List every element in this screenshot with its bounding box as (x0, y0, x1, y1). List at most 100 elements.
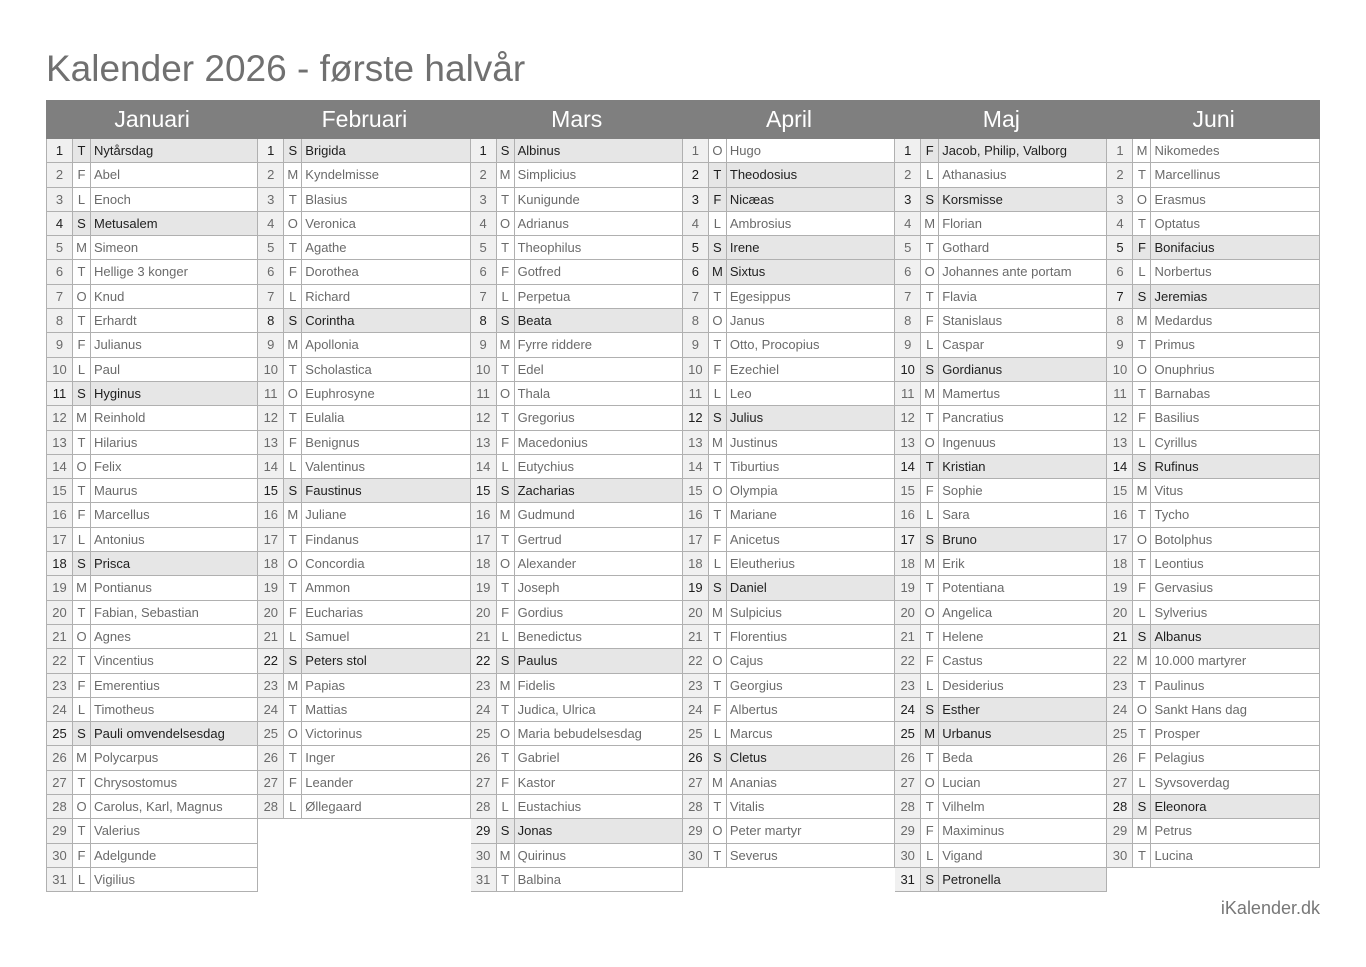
day-row: 26 T Beda (895, 746, 1108, 771)
name-day: Tiburtius (726, 454, 895, 479)
weekday-letter: M (921, 552, 940, 576)
name-day: Pontianus (91, 576, 258, 600)
name-day: Judica, Ulrica (514, 697, 682, 722)
weekday-letter: T (496, 357, 515, 381)
name-day: Victorinus (302, 722, 470, 746)
day-row: 14 L Valentinus (258, 454, 471, 480)
day-row: 23 T Paulinus (1107, 673, 1320, 698)
day-row: 6 O Johannes ante portam (895, 260, 1108, 285)
day-row: 4 T Optatus (1107, 211, 1320, 237)
weekday-letter: F (708, 187, 727, 211)
weekday-letter: O (708, 139, 727, 163)
weekday-letter: M (284, 673, 303, 697)
name-day: Knud (91, 284, 258, 309)
day-number: 7 (258, 284, 285, 309)
weekday-letter: O (73, 795, 91, 819)
weekday-letter: M (1133, 139, 1152, 163)
day-number: 29 (470, 819, 497, 843)
day-row: 27 T Chrysostomus (46, 770, 259, 796)
site-credit: iKalender.dk (1220, 898, 1320, 918)
day-row: 14 S Rufinus (1107, 454, 1320, 480)
name-day: Sixtus (726, 260, 895, 284)
day-row: 8 O Janus (682, 309, 896, 334)
name-day: Marcellus (91, 503, 258, 527)
day-row: 5 T Gothard (895, 236, 1108, 261)
weekday-letter: O (1133, 527, 1152, 552)
name-day: Prisca (91, 552, 258, 576)
name-day: Ingenuus (939, 430, 1107, 454)
day-number: 24 (682, 697, 709, 722)
name-day: Vigilius (91, 867, 258, 892)
weekday-letter: S (284, 479, 303, 503)
day-number: 23 (1107, 673, 1134, 697)
weekday-letter: F (921, 139, 940, 163)
name-day: Edel (514, 357, 682, 381)
name-day: Botolphus (1151, 527, 1319, 552)
weekday-letter: T (496, 406, 515, 430)
weekday-letter: T (284, 187, 303, 211)
name-day: Peters stol (302, 649, 470, 673)
day-number: 5 (682, 236, 709, 260)
name-day: Simplicius (514, 163, 682, 187)
weekday-letter: T (73, 260, 91, 284)
day-number: 8 (470, 309, 497, 333)
day-row: 18 T Leontius (1107, 552, 1320, 577)
name-day: Ammon (302, 576, 470, 600)
name-day: Reinhold (91, 406, 258, 430)
day-number: 9 (47, 333, 73, 357)
weekday-letter: T (708, 673, 727, 697)
name-day: Esther (939, 697, 1107, 722)
name-day: Sophie (939, 479, 1107, 503)
weekday-letter: M (1133, 479, 1152, 503)
day-number: 3 (258, 187, 285, 211)
day-row: 20 L Sylverius (1107, 600, 1320, 625)
day-number: 13 (47, 430, 73, 454)
name-day: Paulinus (1151, 673, 1319, 697)
name-day: Johannes ante portam (939, 260, 1107, 284)
day-row: 11 M Mamertus (895, 381, 1108, 407)
day-number: 4 (470, 211, 497, 236)
day-row: 31 T Balbina (470, 867, 683, 893)
name-day: Mariane (726, 503, 895, 527)
weekday-letter: L (1133, 770, 1152, 795)
day-row: 30 M Quirinus (470, 843, 683, 868)
day-row: 25 T Prosper (1107, 722, 1320, 747)
day-number: 7 (1107, 284, 1134, 309)
day-number: 1 (258, 139, 285, 163)
weekday-letter: F (496, 600, 515, 624)
name-day: Vilhelm (939, 795, 1107, 819)
day-number: 26 (470, 746, 497, 770)
day-row: 10 T Edel (470, 357, 683, 382)
weekday-letter: M (708, 430, 727, 454)
day-number: 18 (1107, 552, 1134, 576)
day-row: 5 S Irene (682, 236, 896, 261)
name-day: Euphrosyne (302, 381, 470, 406)
day-number: 8 (682, 309, 709, 333)
weekday-letter: M (1133, 309, 1152, 333)
month-april: April 1 O Hugo 2 T Theodosius 3 F Nicæas 4 L Ambrosi… (682, 100, 896, 892)
day-row: 18 O Concordia (258, 552, 471, 577)
day-number: 3 (895, 187, 922, 211)
day-row: 15 S Faustinus (258, 479, 471, 504)
day-number: 6 (1107, 260, 1134, 284)
weekday-letter: O (73, 624, 91, 649)
weekday-letter: S (921, 527, 940, 552)
day-row: 13 O Ingenuus (895, 430, 1108, 455)
name-day: Lucina (1151, 843, 1319, 867)
day-row: 24 T Mattias (258, 697, 471, 723)
day-row: 8 T Erhardt (46, 309, 259, 334)
name-day: Nytårsdag (91, 139, 258, 163)
name-day: Gervasius (1151, 576, 1319, 600)
day-row: 16 L Sara (895, 503, 1108, 528)
day-row: 27 L Syvsoverdag (1107, 770, 1320, 796)
day-row: 2 M Kyndelmisse (258, 163, 471, 188)
weekday-letter: T (708, 284, 727, 309)
name-day: Ananias (726, 770, 895, 795)
name-day: Cajus (726, 649, 895, 673)
name-day: Macedonius (514, 430, 682, 454)
name-day: Eulalia (302, 406, 470, 430)
day-number: 27 (895, 770, 922, 795)
day-number: 9 (470, 333, 497, 357)
day-row: 9 F Julianus (46, 333, 259, 358)
day-row: 16 M Gudmund (470, 503, 683, 528)
